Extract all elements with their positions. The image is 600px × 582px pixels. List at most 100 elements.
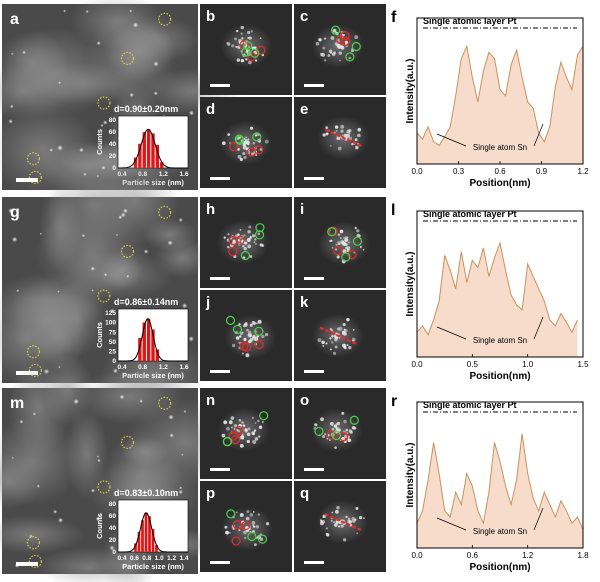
size-annotation: d=0.86±0.14nm (114, 297, 178, 307)
plot-xlabel: Position(nm) (469, 562, 530, 573)
sn-atom-marker (352, 236, 363, 246)
sn-atom-marker (254, 230, 265, 240)
histogram-bar (138, 143, 142, 168)
line-profile-marker (324, 512, 362, 532)
panel-label-h: h (206, 201, 215, 218)
pt-atom-marker (254, 339, 264, 350)
histogram-bar (146, 318, 151, 361)
pt-atom-marker (338, 432, 348, 442)
hist-ytick: 25 (109, 348, 117, 355)
atom-cluster-marker (120, 51, 134, 65)
hist-ylabel: Counts (95, 513, 104, 539)
profile-line (416, 44, 584, 147)
hist-ytick: 75 (109, 329, 117, 336)
hist-xtick: 1.6 (179, 364, 188, 371)
panel-label-o: o (300, 392, 309, 409)
hist-xtick: 1.2 (159, 364, 168, 371)
panel-label-b: b (206, 8, 215, 25)
size-annotation: d=0.83±0.10nm (114, 488, 178, 498)
sn-atom-marker (314, 426, 324, 437)
histogram-bar (151, 528, 155, 552)
scale-bar (16, 562, 38, 566)
plot-ylabel: Intensity(a.u.) (405, 442, 416, 507)
sn-atom-marker (232, 324, 243, 335)
plot-xtick: 1.5 (577, 360, 589, 369)
plot-xtick: 0.0 (411, 551, 423, 560)
plot-xtick: 1.8 (577, 551, 589, 560)
histogram-bar (142, 132, 146, 168)
scale-bar (304, 84, 324, 87)
pt-atom-marker (336, 35, 346, 45)
hist-ytick: 100 (105, 320, 116, 327)
sn-atom-marker (243, 41, 253, 51)
stem-panel-c: c (294, 4, 386, 95)
pt-atom-marker (235, 235, 245, 245)
pt-atom-marker (341, 36, 351, 46)
atom-cluster-marker (158, 12, 172, 26)
sn-atom-marker (250, 48, 260, 58)
intensity-plot-r: Single atomic layer Pt Single atom Sn r Int… (391, 393, 589, 573)
size-annotation: d=0.90±0.20nm (114, 104, 178, 114)
sn-atom-marker (252, 132, 262, 142)
pt-atom-marker (228, 235, 238, 246)
histogram-bar (138, 337, 142, 361)
scale-bar (16, 178, 38, 182)
sn-atom-marker (225, 315, 236, 325)
histogram-bar (134, 543, 137, 552)
hist-ytick: 50 (109, 339, 117, 346)
sn-arrow-left (436, 326, 467, 340)
intensity-plot-f: Single atomic layer Pt Single atom Sn f Int… (391, 9, 589, 189)
atom-cluster-marker (28, 554, 42, 568)
atom-cluster-marker (120, 435, 134, 449)
stem-panel-e: e (294, 97, 386, 188)
hist-xlabel: Particle size (nm) (122, 562, 184, 571)
plot-xtick: 1.2 (522, 551, 534, 560)
pt-atom-marker (232, 520, 242, 530)
histogram-bar (160, 162, 164, 168)
histogram-bar (151, 133, 155, 168)
plot-xlabel: Position(nm) (469, 178, 530, 189)
sn-atom-marker (241, 47, 251, 57)
stem-panel-j: j (200, 290, 292, 381)
scale-bar (210, 370, 230, 373)
hist-ytick: 20 (109, 537, 117, 544)
panel-label-f: f (391, 9, 397, 26)
panel-label-p: p (206, 485, 215, 502)
hist-ytick: 60 (109, 513, 117, 520)
atom-cluster-marker (120, 244, 134, 258)
plot-ylabel: Intensity(a.u.) (405, 251, 416, 316)
atom-cluster-marker (97, 289, 111, 303)
sn-atom-marker (257, 534, 268, 544)
hist-xtick: 0.4 (117, 364, 126, 371)
atom-cluster-marker (97, 96, 111, 110)
pt-atom-marker (347, 250, 357, 260)
sn-atom-marker (226, 509, 236, 519)
sn-atom-marker (331, 430, 341, 441)
atom-cluster-marker (26, 152, 40, 166)
panel-label-q: q (300, 485, 309, 502)
sn-atom-marker (330, 25, 341, 35)
hist-xtick: 1.0 (155, 555, 164, 562)
sn-atom-label: Single atom Sn (473, 527, 527, 536)
hist-ytick: 60 (109, 129, 117, 136)
scale-bar (210, 177, 230, 180)
line-profile-marker (324, 128, 362, 147)
hist-ytick: 20 (109, 153, 117, 160)
scale-bar (304, 561, 324, 564)
plot-xtick: 0.6 (494, 167, 506, 176)
sn-atom-marker (341, 252, 351, 262)
pt-atom-marker (228, 246, 238, 257)
histogram-bar (144, 512, 148, 552)
stem-panel-k: k (294, 290, 386, 381)
plot-frame (416, 210, 584, 358)
hist-xtick: 0.8 (138, 364, 147, 371)
hist-xtick: 0.8 (142, 555, 151, 562)
atom-cluster-marker (158, 205, 172, 219)
plot-xlabel: Position(nm) (469, 371, 530, 382)
hist-xtick: 0.4 (117, 555, 126, 562)
sn-arrow-right (533, 316, 544, 340)
profile-line (416, 241, 578, 336)
